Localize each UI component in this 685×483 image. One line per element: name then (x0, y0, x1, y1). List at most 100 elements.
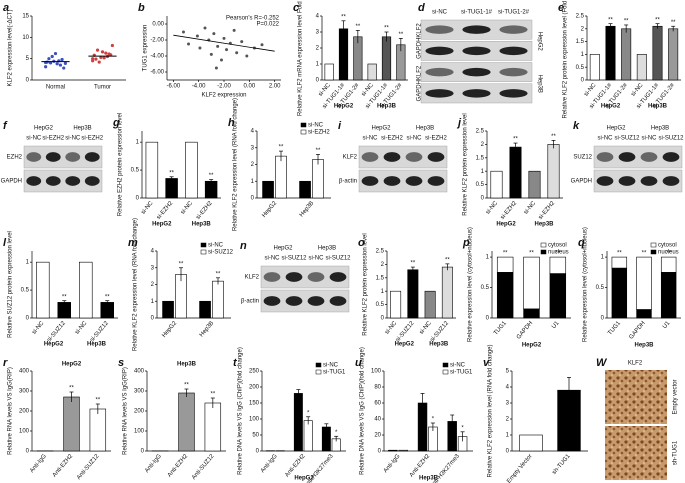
blot-band (26, 152, 42, 162)
x-tick-label: U1 (662, 320, 672, 330)
bar (299, 180, 311, 199)
blot-band (84, 176, 100, 186)
group-label: HepG2 (371, 126, 391, 132)
bar (381, 36, 392, 81)
y-tick-label: 0 (378, 449, 382, 455)
blot-band (499, 25, 528, 34)
bar (621, 28, 632, 81)
significance-label: ** (655, 17, 660, 23)
blot-strip (358, 145, 448, 169)
lane-label: si-NC (309, 256, 325, 262)
panel-letter: f (3, 120, 8, 132)
cell-line-label: Hep3B (536, 75, 542, 93)
legend-label: nucleus (548, 250, 569, 256)
x-tick-label: Anti-IgG (144, 453, 163, 474)
legend-swatch (300, 129, 307, 135)
y-tick-label: 2 (581, 26, 585, 32)
y-axis-label: Relative KLF2 protein expression level (… (563, 0, 569, 119)
significance-label: ** (105, 294, 110, 300)
y-tick-label: 0.5 (131, 168, 140, 174)
significance-label: ** (62, 294, 67, 300)
bar (262, 180, 274, 199)
bar-segment (636, 256, 652, 310)
bar (367, 63, 377, 81)
blot-band (618, 152, 636, 162)
row-label: GAPDH (417, 80, 423, 101)
significance-label: ** (617, 251, 622, 257)
y-tick-label: 200 (19, 409, 30, 415)
y-tick-label: 2.5 (576, 14, 585, 20)
y-tick-label: 1 (26, 260, 30, 266)
x-tick-label: GAPDH (628, 320, 646, 340)
x-tick-label: si-NC (31, 320, 46, 336)
y-tick-label: 1.5 (376, 275, 385, 281)
panel-letter: d (418, 2, 425, 14)
bar (293, 393, 303, 452)
x-axis-label: HepG2 (522, 343, 542, 349)
significance-label: ** (169, 170, 174, 176)
group-label: Hep3B (534, 222, 554, 228)
blot-strip (23, 169, 103, 193)
significance-label: ** (95, 398, 100, 404)
y-tick-label: 0 (601, 316, 605, 322)
x-tick-label: si-NC (140, 200, 155, 216)
group-label: Hep3B (192, 222, 212, 228)
y-axis-label: KLF2 expression level(-ΔCT) (8, 9, 14, 86)
blot-strip (358, 169, 448, 193)
x-tick-label: 0.00 (243, 84, 255, 90)
y-axis-label: Relative expression level (cytosol+nucle… (468, 227, 474, 342)
blot-strip (23, 145, 103, 169)
x-tick-label: Hep3B (299, 200, 315, 218)
blot-band (462, 67, 491, 77)
y-axis-label: Relative EZH2 protein expression level (118, 113, 124, 216)
bar (547, 144, 560, 199)
x-tick-label: Anti-EZH2 (52, 453, 75, 479)
x-tick-label: Anti-IgG (29, 453, 48, 474)
x-tick-label: si-NC (419, 320, 434, 336)
cell-line-label: HepG2 (536, 32, 542, 52)
blot-band (285, 296, 303, 306)
y-tick-label: 1 (316, 62, 320, 68)
y-tick-label: 1.5 (576, 39, 585, 45)
x-tick-label: -6.00 (166, 84, 180, 90)
y-tick-label: 150 (249, 401, 260, 407)
group-label: Hep3B (416, 126, 434, 132)
lane-label: si-NC (363, 136, 379, 142)
row-label: SUZ12 (573, 155, 592, 161)
legend-swatch (650, 242, 657, 248)
blot-band (263, 272, 281, 282)
x-tick-label: si-SUZ12 (395, 320, 416, 344)
panel-letter: q (578, 237, 585, 249)
panel-letter: m (128, 237, 138, 249)
significance-label: ** (316, 148, 321, 154)
y-tick-label: 80 (374, 385, 381, 391)
x-tick-label: -2.00 (217, 84, 231, 90)
y-tick-label: 0.5 (476, 182, 485, 188)
bar (353, 36, 363, 81)
y-tick-label: -2.00 (150, 38, 164, 44)
blot-band (499, 67, 528, 77)
y-tick-label: 300 (19, 389, 30, 395)
x-tick-label: si-NC (523, 200, 538, 216)
y-tick-label: 3 (506, 401, 510, 407)
x-tick-label: si-NC (583, 82, 598, 98)
bar (407, 269, 419, 319)
x-tick-label: Anti-IgG (260, 453, 279, 474)
x-tick-label: Anti-IgG (383, 453, 402, 474)
data-point (235, 51, 239, 55)
legend-swatch (315, 369, 322, 375)
y-tick-label: 2 (151, 282, 155, 288)
legend-label: si-TUG1 (450, 370, 473, 376)
x-tick-label: Hep3B (199, 320, 215, 338)
x-tick-label: si-SUZ12 (46, 320, 67, 344)
y-tick-label: 2 (506, 417, 510, 423)
data-point (240, 40, 244, 44)
y-tick-label: 300 (134, 389, 145, 395)
blot-band (427, 152, 445, 162)
significance-label: ** (624, 19, 629, 25)
image-title: KLF2 (628, 361, 643, 367)
data-point (209, 52, 213, 56)
legend-label: si-NC (208, 243, 224, 249)
blot-band (662, 176, 680, 186)
y-axis-label: Relative SUZ12 protein expression level (8, 231, 14, 338)
